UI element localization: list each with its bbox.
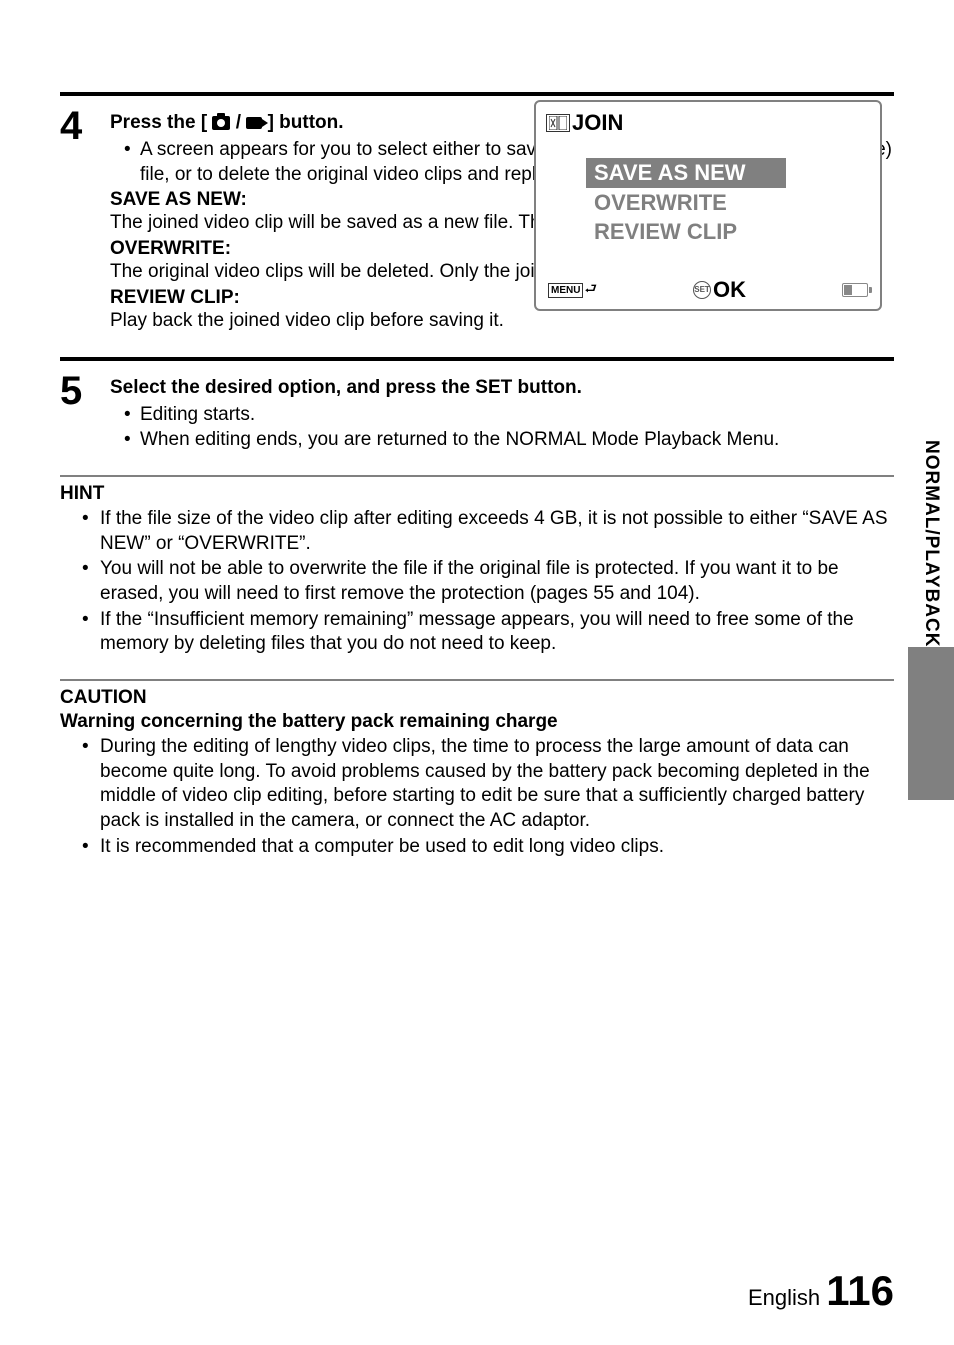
step-5-bullet-1: Editing starts.	[124, 403, 894, 428]
review-clip-text: Play back the joined video clip before s…	[110, 309, 894, 334]
step-5-wrap: 5 Select the desired option, and press t…	[60, 357, 894, 452]
return-arrow-icon: ⮐	[584, 280, 597, 296]
set-circle-icon: SET	[693, 281, 711, 299]
step-5-body: Select the desired option, and press the…	[110, 371, 894, 452]
camcorder-icon	[246, 117, 262, 129]
rule-above-caution	[60, 679, 894, 681]
hint-label: HINT	[60, 483, 894, 505]
rule-above-hint	[60, 475, 894, 477]
menu-badge: MENU	[548, 283, 583, 298]
hint-item-1: If the file size of the video clip after…	[82, 507, 894, 556]
caution-subheading: Warning concerning the battery pack rema…	[60, 711, 894, 733]
step-5-bullets: Editing starts. When editing ends, you a…	[110, 403, 894, 452]
screen-footer: MENU⮐ SET OK	[546, 277, 870, 303]
battery-fill	[844, 285, 852, 295]
menu-item-review-clip: REVIEW CLIP	[586, 217, 870, 247]
side-tab-text: NORMAL/PLAYBACK	[920, 440, 942, 647]
lcd-screen-join: JOIN SAVE AS NEW OVERWRITE REVIEW CLIP M…	[534, 100, 882, 311]
caution-list: During the editing of lengthy video clip…	[60, 735, 894, 859]
screen-menu: SAVE AS NEW OVERWRITE REVIEW CLIP	[586, 158, 870, 247]
menu-item-overwrite: OVERWRITE	[586, 188, 870, 218]
screen-title: JOIN	[572, 110, 623, 136]
step-4-title-suffix: ] button.	[268, 112, 344, 133]
camera-icon	[212, 116, 230, 130]
caution-label: CAUTION	[60, 687, 894, 709]
side-tab: NORMAL/PLAYBACK	[908, 440, 954, 800]
hint-list: If the file size of the video clip after…	[60, 507, 894, 657]
step-4-title-prefix: Press the [	[110, 112, 207, 133]
ok-indicator: SET OK	[693, 277, 746, 303]
step-5: 5 Select the desired option, and press t…	[60, 371, 894, 452]
step-5-bullet-2: When editing ends, you are returned to t…	[124, 428, 894, 453]
footer-lang: English	[748, 1285, 820, 1310]
rule-above-step4	[60, 92, 894, 96]
footer-page-number: 116	[826, 1267, 894, 1314]
menu-item-save-as-new: SAVE AS NEW	[586, 158, 786, 188]
menu-return-badge: MENU⮐	[548, 278, 597, 302]
side-tab-lower	[908, 647, 954, 800]
join-mode-icon	[546, 114, 570, 132]
caution-item-1: During the editing of lengthy video clip…	[82, 735, 894, 834]
ok-text: OK	[713, 277, 746, 303]
side-tab-upper: NORMAL/PLAYBACK	[908, 440, 954, 647]
page-footer: English 116	[748, 1267, 894, 1315]
step-4-title-sep: /	[236, 112, 247, 133]
step-5-title: Select the desired option, and press the…	[110, 377, 894, 399]
rule-above-step5	[60, 357, 894, 361]
screen-title-row: JOIN	[546, 110, 870, 136]
caution-item-2: It is recommended that a computer be use…	[82, 835, 894, 860]
step-5-number: 5	[60, 371, 110, 411]
battery-icon	[842, 283, 868, 297]
hint-item-3: If the “Insufficient memory remaining” m…	[82, 608, 894, 657]
step-4-number: 4	[60, 106, 110, 146]
hint-item-2: You will not be able to overwrite the fi…	[82, 557, 894, 606]
